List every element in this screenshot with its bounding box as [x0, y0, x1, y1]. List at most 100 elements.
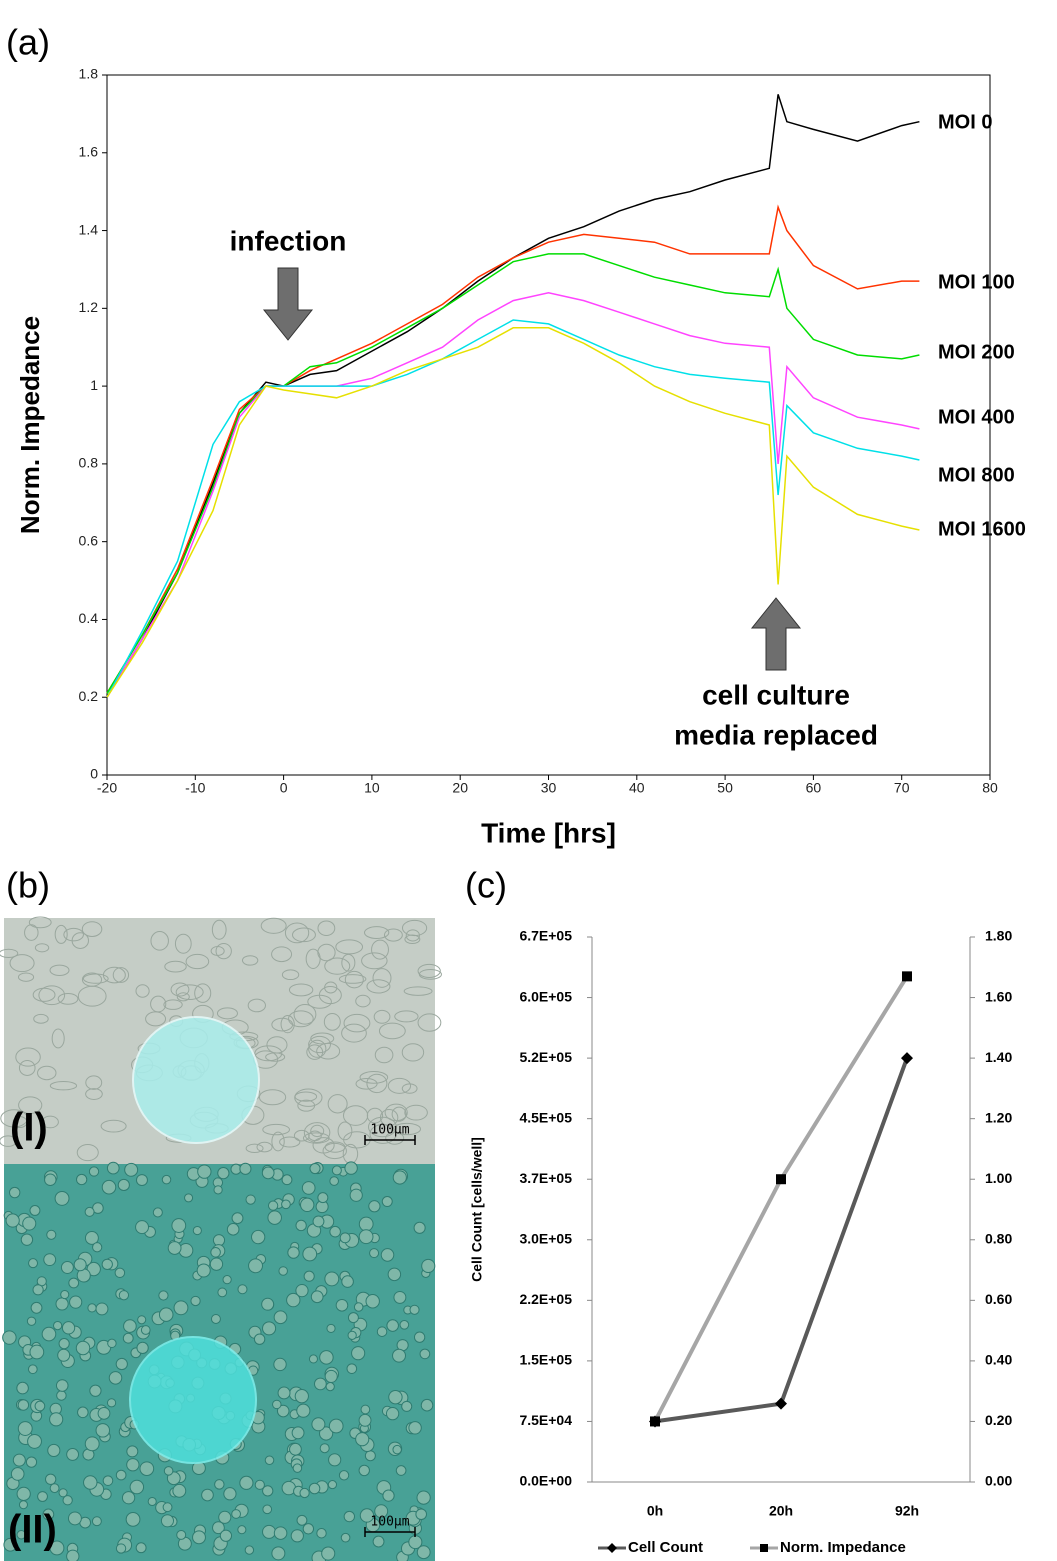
cell: [237, 1284, 248, 1295]
cell: [262, 1123, 290, 1136]
cell: [312, 1215, 325, 1228]
cell: [126, 1458, 140, 1472]
cell: [150, 995, 167, 1013]
cell: [331, 1165, 342, 1176]
cell: [212, 1521, 225, 1535]
cell: [383, 928, 403, 942]
cell: [303, 1270, 315, 1282]
cell: [54, 924, 68, 944]
cell: [77, 1406, 89, 1419]
cell: [0, 1135, 17, 1147]
cell: [30, 1301, 43, 1314]
micrographs: [0, 916, 442, 1561]
cell: [135, 1220, 149, 1235]
cell: [358, 1413, 372, 1427]
cell: [66, 1549, 80, 1561]
cell: [374, 1504, 389, 1519]
marker: [776, 1174, 786, 1185]
cell: [171, 1218, 187, 1233]
cell: [158, 1307, 174, 1322]
cell: [16, 1381, 29, 1395]
cell: [55, 1379, 69, 1392]
cell: [371, 939, 389, 960]
micrograph-overlay: (I) (II) 100µm 100µm: [8, 1016, 416, 1552]
cell: [288, 1010, 314, 1028]
series-line: [106, 204, 920, 694]
cell: [192, 1225, 202, 1236]
cell: [49, 1080, 78, 1091]
cell: [49, 1483, 60, 1494]
cell: [287, 1246, 300, 1259]
y-tick-label: 0.2: [79, 688, 99, 704]
cell: [281, 969, 300, 981]
marker: [901, 1052, 913, 1065]
cell: [44, 1473, 57, 1485]
cell: [16, 1486, 31, 1501]
cell: [355, 994, 371, 1008]
cell: [16, 1529, 27, 1540]
cell: [84, 1206, 95, 1217]
cell: [213, 1185, 223, 1195]
cell: [17, 1421, 33, 1436]
y2-tick-label: 0.40: [985, 1352, 1012, 1368]
cell: [344, 1161, 358, 1175]
cell: [309, 1163, 321, 1175]
cell: [381, 1196, 393, 1208]
cell: [217, 1287, 228, 1298]
cell: [355, 1432, 370, 1447]
cell: [231, 1212, 244, 1225]
cell: [100, 1119, 127, 1133]
cell: [324, 957, 351, 975]
cell: [324, 1369, 338, 1383]
cell: [261, 1166, 275, 1180]
legend-marker: [607, 1543, 617, 1553]
cell: [419, 1348, 431, 1360]
legend-label: Cell Count: [628, 1539, 703, 1556]
cell: [58, 1338, 70, 1350]
cell: [253, 1333, 266, 1345]
cell: [295, 1284, 309, 1298]
cell: [366, 979, 391, 994]
cell: [216, 1007, 238, 1020]
cell: [327, 1094, 348, 1114]
cell: [399, 1319, 410, 1330]
y-tick-label: 0.6: [79, 532, 99, 548]
cell: [413, 1221, 426, 1234]
series-label: MOI 400: [938, 406, 1015, 428]
cell: [28, 916, 52, 929]
cell: [37, 1491, 48, 1502]
cell: [18, 1096, 43, 1114]
cell: [368, 1200, 381, 1213]
x-tick-label: 20: [452, 780, 468, 796]
cell: [226, 1223, 240, 1236]
cell: [405, 929, 420, 942]
cell: [328, 1453, 342, 1467]
cell: [311, 1417, 326, 1432]
cell: [339, 1232, 351, 1244]
x-tick-label: -10: [185, 780, 205, 796]
cell: [408, 1421, 422, 1435]
cell: [215, 942, 232, 960]
cell: [101, 1179, 117, 1195]
cell: [3, 1537, 18, 1552]
cell: [161, 1174, 172, 1185]
cell: [251, 1229, 266, 1245]
cell: [102, 966, 126, 984]
cell: [416, 1490, 431, 1505]
cell: [231, 1509, 241, 1519]
cell: [369, 1248, 380, 1259]
cell: [365, 1294, 380, 1309]
cell: [385, 1407, 400, 1421]
cell: [82, 973, 109, 984]
cell: [210, 1247, 221, 1258]
cell: [73, 1258, 87, 1272]
cell: [346, 1363, 358, 1374]
cell: [271, 1546, 286, 1561]
cell: [318, 986, 342, 1005]
cell: [276, 1404, 290, 1418]
cell: [271, 1131, 285, 1152]
cell: [173, 1300, 189, 1316]
cell: [291, 1426, 305, 1440]
cell: [261, 1297, 275, 1311]
cell: [420, 1398, 434, 1412]
